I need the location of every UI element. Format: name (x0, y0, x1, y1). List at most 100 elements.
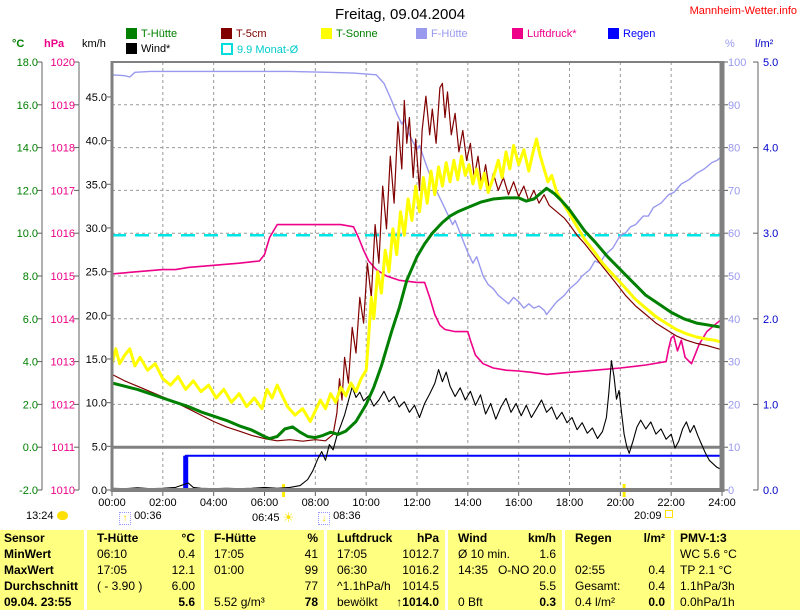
site-link[interactable]: Mannheim-Wetter.info (689, 5, 797, 17)
table-cell (204, 578, 305, 594)
table-col-header: Luftdruck (337, 531, 393, 545)
kmh-tick-label: 10.0 (86, 398, 107, 410)
time-marker-0645: 06:45 ☀ (252, 510, 294, 526)
celsius-tick-label: 12.0 (17, 185, 38, 197)
x-axis-label: 14:00 (454, 497, 482, 509)
percent-tick-label: 20 (728, 399, 740, 411)
legend-item-regen: Regen (608, 28, 655, 40)
marker-time: 06:45 (252, 512, 280, 524)
celsius-tick-label: 10.0 (17, 228, 38, 240)
table-row-label: 09.04. 23:55 (4, 595, 72, 609)
percent-tick-label: 0 (728, 485, 734, 497)
hpa-tick-label: 1010 (51, 485, 75, 497)
kmh-tick-label: 45.0 (86, 92, 107, 104)
legend-label: F-Hütte (431, 28, 468, 40)
x-axis-label: 00:00 (98, 497, 126, 509)
table-column-t-h-tte: T-Hütte °C 06:10 0.4 17:05 12.1 ( - 3.90 ) 6.00… (87, 530, 201, 610)
table-col-unit: % (307, 531, 318, 545)
time-marker-1324: 13:24 (26, 510, 68, 522)
table-row: 5.5 (448, 578, 562, 594)
kmh-tick-label: 25.0 (86, 267, 107, 279)
page-title: Freitag, 09.04.2004 (334, 6, 466, 23)
lpm2-tick-label: 1.0 (763, 399, 778, 411)
table-row: 01:00 99 (204, 562, 324, 578)
legend-label: Wind* (141, 43, 171, 55)
lpm2-tick-label: 0.0 (763, 485, 778, 497)
table-row: 06:10 0.4 (87, 546, 201, 562)
marker-time: 08:36 (333, 510, 361, 522)
kmh-tick-label: 40.0 (86, 136, 107, 148)
legend-swatch (221, 43, 233, 55)
percent-tick-label: 50 (728, 271, 740, 283)
table-row: ( - 3.90 ) 6.00 (87, 578, 201, 594)
table-row: Gesamt: 0.4 (565, 578, 671, 594)
percent-tick-label: 100 (728, 57, 746, 69)
legend-swatch (221, 28, 232, 39)
table-column-regen: Regen l/m² 02:55 0.4 Gesamt: 0.4 0.4 l/m² 0.0 (565, 530, 671, 610)
series-f-h-tte (111, 70, 723, 316)
legend-item-t-5cm: T-5cm (221, 28, 267, 40)
celsius-tick-label: -2.0 (19, 485, 38, 497)
legend-swatch (608, 28, 619, 39)
lpm2-tick-label: 2.0 (763, 314, 778, 326)
legend-item-luftdruck-: Luftdruck* (512, 28, 577, 40)
x-axis-label: 20:00 (607, 497, 635, 509)
table-cell-value: 0.3 (539, 595, 556, 609)
stats-table: Sensor MinWert MaxWert Durchschnitt 09.04. 2… (0, 530, 800, 610)
legend-item-wind-: Wind* (126, 43, 170, 55)
table-cell-value: 99 (304, 563, 318, 577)
time-marker-0836: ↓ 08:36 (318, 510, 361, 525)
table-row: TP 2.1 °C (674, 562, 800, 578)
table-col-unit: °C (181, 531, 195, 545)
hpa-tick-label: 1016 (51, 228, 75, 240)
x-axis-label: 16:00 (505, 497, 533, 509)
table-cell: 17:05 (97, 563, 128, 577)
moonset-arrow-icon: ↓ (318, 512, 330, 525)
kmh-unit-label: km/h (82, 38, 106, 50)
table-row: Ø 10 min. 1.6 (448, 546, 562, 562)
marker-time: 13:24 (26, 510, 54, 522)
legend-label: Regen (623, 28, 656, 40)
table-cell (87, 594, 178, 610)
celsius-tick-label: 8.0 (23, 271, 38, 283)
table-row: 06:30 1016.2 (327, 562, 445, 578)
lpm2-tick-label: 3.0 (763, 228, 778, 240)
table-cell-value: 12.1 (171, 563, 195, 577)
table-cell: 06:10 (97, 547, 128, 561)
hpa-tick-label: 1019 (51, 100, 75, 112)
table-cell-value: O-NO 20.0 (497, 563, 556, 577)
celsius-tick-label: 2.0 (23, 399, 38, 411)
table-cell: 17:05 (214, 547, 245, 561)
series-t-h-tte (111, 186, 723, 441)
table-cell-value: 5.5 (539, 579, 556, 593)
table-cell: 0.4 l/m² (575, 595, 616, 609)
table-row: 0.0hPa/1h (674, 594, 800, 610)
table-cell-value: ↑1014.0 (396, 595, 439, 609)
table-cell: bewölkt (337, 595, 378, 609)
table-row: 02:55 0.4 (565, 562, 671, 578)
legend-label: T-5cm (236, 28, 267, 40)
table-column-luftdruck: Luftdruck hPa 17:05 1012.7 06:30 1016.2 ^1.1hP… (327, 530, 445, 610)
kmh-tick-label: 15.0 (86, 354, 107, 366)
table-col-unit: hPa (416, 531, 439, 545)
table-cell: 17:05 (337, 547, 368, 561)
time-marker-0036: ↑ 00:36 (119, 510, 162, 525)
percent-unit-label: % (725, 38, 735, 50)
hpa-unit-label: hPa (44, 38, 65, 50)
legend-item-9-9-monat-: 9.9 Monat-Ø (221, 43, 298, 56)
table-row: bewölkt ↑1014.0 (327, 594, 445, 610)
table-column-pmv-1-3: PMV-1:3 WC 5.6 °C TP 2.1 °C 1.1hPa/3h 0.0hPa… (674, 530, 800, 610)
table-cell: 0 Bft (458, 595, 483, 609)
sun-moon-marker-row: 13:24 ↑ 00:36 06:45 ☀ ↓ 08:36 20:09 (0, 508, 800, 530)
table-cell: ( - 3.90 ) (97, 579, 143, 593)
table-cell (448, 578, 539, 594)
table-column-f-h-tte: F-Hütte% 17:05 41 01:00 99 77 5.52 g/m³ 78 (204, 530, 324, 610)
table-cell: ^1.1hPa/h (337, 579, 391, 593)
table-row: 17:05 41 (204, 546, 324, 562)
hpa-tick-label: 1013 (51, 357, 75, 369)
percent-tick-label: 30 (728, 357, 740, 369)
x-axis-label: 08:00 (302, 497, 330, 509)
table-col-header: F-Hütte (214, 531, 256, 545)
table-row: 17:05 12.1 (87, 562, 201, 578)
